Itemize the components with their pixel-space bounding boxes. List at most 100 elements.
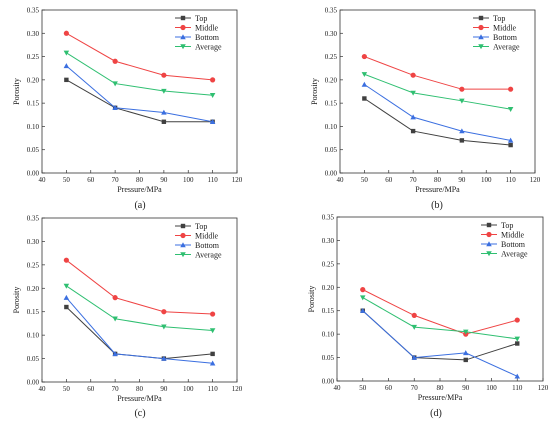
x-tick-label: 120: [232, 385, 243, 393]
data-point-average: [63, 283, 70, 289]
x-tick-label: 80: [434, 176, 442, 184]
x-tick-label: 90: [462, 384, 470, 392]
x-tick-label: 50: [63, 385, 71, 393]
legend-label: Top: [195, 14, 207, 23]
series-line-top: [66, 79, 213, 123]
data-point-bottom: [63, 63, 70, 69]
x-tick-label: 50: [63, 176, 71, 184]
data-point-average: [63, 50, 70, 56]
x-tick-label: 100: [183, 385, 194, 393]
series-line-average: [364, 73, 511, 110]
y-tick-label: 0.05: [322, 354, 335, 362]
data-point-middle: [410, 72, 416, 78]
legend-label: Top: [493, 14, 505, 23]
series-line-middle: [364, 56, 511, 90]
x-tick-label: 120: [530, 176, 541, 184]
series-middle: [63, 30, 216, 83]
chart-panel-3: 40 50 60 70 80 90 100 110 120 0.00 0.05 0.10 0.15 0.2…: [12, 215, 243, 420]
data-point-average: [209, 328, 216, 334]
legend-marker: [486, 222, 492, 228]
legend-label: Top: [501, 221, 513, 230]
x-tick-label: 70: [112, 176, 120, 184]
legend-marker: [180, 242, 186, 248]
x-tick-label: 40: [337, 176, 345, 184]
series-line-top: [66, 306, 213, 360]
legend-label: Bottom: [493, 33, 518, 42]
data-point-top: [463, 357, 468, 363]
legend-label: Bottom: [501, 240, 526, 249]
data-point-average: [112, 81, 118, 87]
data-point-middle: [210, 311, 216, 317]
y-tick-label: 0.25: [27, 261, 40, 269]
data-point-middle: [508, 86, 514, 92]
panel-label: (d): [430, 408, 442, 419]
y-tick-label: 0.05: [27, 355, 40, 363]
y-tick-label: 0.30: [325, 30, 338, 38]
legend-label: Bottom: [195, 33, 220, 42]
data-point-bottom: [209, 360, 216, 366]
data-point-average: [209, 93, 216, 98]
x-tick-label: 60: [385, 176, 393, 184]
x-tick-label: 60: [87, 176, 95, 184]
y-tick-label: 0.25: [322, 260, 335, 268]
y-tick-label: 0.15: [27, 100, 40, 108]
y-tick-label: 0.00: [322, 378, 335, 386]
legend-marker: [180, 24, 186, 31]
x-tick-label: 110: [512, 384, 523, 392]
y-tick-label: 0.35: [27, 7, 40, 15]
y-tick-label: 0.15: [27, 308, 40, 316]
x-tick-label: 50: [359, 384, 367, 392]
legend-marker: [180, 34, 186, 40]
legend-marker: [478, 24, 484, 31]
data-point-middle: [411, 312, 417, 318]
x-tick-label: 40: [334, 384, 342, 392]
x-tick-label: 60: [87, 385, 95, 393]
data-point-bottom: [411, 354, 417, 360]
data-point-bottom: [463, 350, 469, 356]
data-point-average: [410, 90, 416, 96]
x-tick-label: 110: [208, 385, 219, 393]
series-line-bottom: [65, 297, 213, 364]
data-point-average: [361, 72, 368, 78]
data-point-top: [161, 119, 167, 124]
series-average: [361, 72, 514, 112]
data-point-bottom: [507, 137, 514, 143]
series-line-bottom: [66, 65, 213, 123]
data-point-average: [161, 324, 167, 330]
x-tick-label: 120: [538, 384, 549, 392]
x-tick-label: 100: [481, 176, 492, 184]
series-average: [63, 50, 216, 98]
legend-label: Average: [493, 42, 520, 51]
data-point-middle: [514, 317, 520, 323]
data-point-average: [360, 295, 366, 301]
y-axis-title: Porosity: [310, 78, 319, 105]
legend-marker: [486, 231, 492, 238]
data-point-middle: [459, 86, 465, 92]
series-average: [63, 283, 216, 334]
x-tick-label: 120: [232, 176, 243, 184]
y-tick-label: 0.15: [322, 307, 335, 315]
y-tick-label: 0.00: [325, 170, 338, 178]
data-point-top: [64, 77, 69, 83]
chart-panel-2: 40 50 60 70 80 90 100 110 120 0.00 0.05 0.10 0.15 0.2…: [310, 7, 541, 212]
series-line-middle: [66, 259, 213, 315]
series-middle: [361, 53, 514, 92]
legend-label: Middle: [195, 23, 219, 32]
legend-marker: [486, 251, 492, 257]
data-point-middle: [210, 77, 216, 83]
data-point-bottom: [361, 81, 368, 87]
panel-label: (a): [134, 200, 145, 211]
data-point-bottom: [459, 128, 465, 134]
legend-marker: [180, 223, 186, 229]
x-tick-label: 110: [208, 176, 219, 184]
x-tick-label: 50: [361, 176, 369, 184]
data-point-top: [508, 142, 513, 148]
series-top: [64, 77, 215, 124]
data-point-middle: [161, 309, 167, 315]
legend-label: Average: [195, 42, 222, 51]
x-tick-label: 90: [160, 385, 168, 393]
series-line-average: [66, 52, 213, 96]
